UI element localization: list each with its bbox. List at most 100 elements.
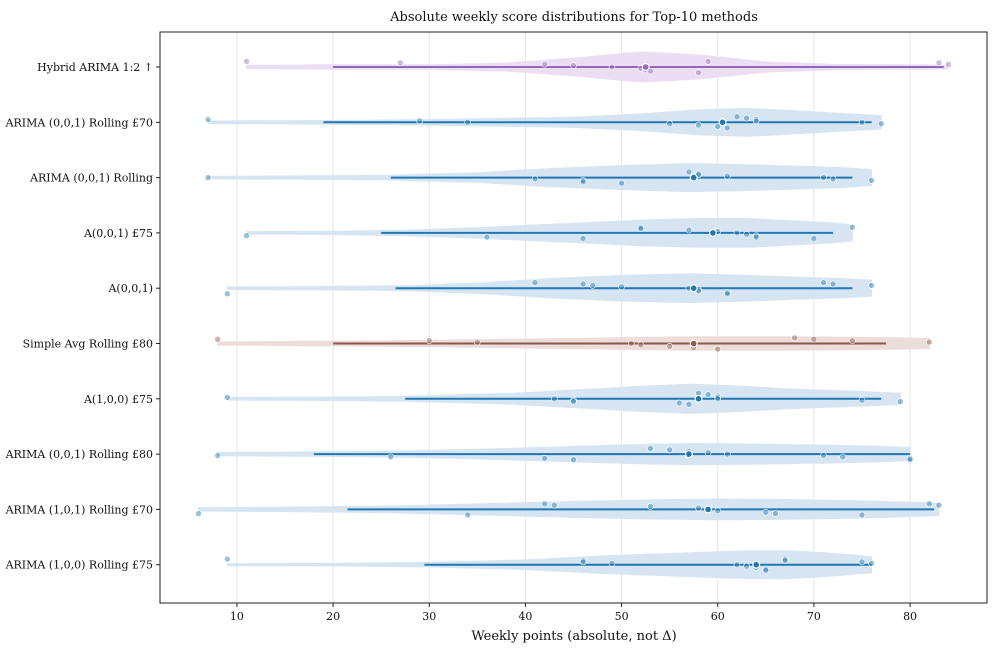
data-point <box>243 58 250 65</box>
violin-row <box>195 498 943 521</box>
data-point <box>820 452 827 459</box>
violin-row <box>214 443 914 466</box>
median-marker <box>704 505 713 514</box>
data-point <box>570 62 577 69</box>
data-point <box>695 121 702 129</box>
data-point <box>618 179 625 187</box>
data-point <box>724 172 731 180</box>
data-point <box>695 504 702 512</box>
data-point <box>531 279 539 286</box>
violin-row <box>224 550 875 580</box>
median-marker <box>708 228 717 237</box>
data-point <box>839 453 847 461</box>
x-tick-label: 50 <box>615 610 629 623</box>
data-point <box>675 399 683 407</box>
data-point <box>714 395 722 403</box>
data-point <box>926 338 933 346</box>
y-tick-label: ARIMA (1,0,0) Rolling £75 <box>5 559 153 572</box>
data-point <box>627 340 635 347</box>
data-point <box>858 119 866 126</box>
x-axis-ticks: 10 20 30 40 50 60 70 80 <box>230 603 917 623</box>
x-tick-label: 10 <box>230 610 244 623</box>
x-tick-label: 20 <box>326 610 340 623</box>
data-point <box>204 116 212 123</box>
data-point <box>704 391 712 398</box>
data-point <box>714 123 722 130</box>
data-point <box>877 120 885 127</box>
data-point <box>733 229 741 237</box>
data-point <box>550 395 558 403</box>
data-point <box>714 507 722 515</box>
data-point <box>829 175 837 183</box>
data-point <box>791 334 798 342</box>
data-point <box>752 233 760 241</box>
data-point <box>464 119 472 126</box>
median-marker <box>689 284 698 293</box>
data-point <box>926 500 933 508</box>
median-marker <box>689 173 698 182</box>
y-axis-tick-labels: Hybrid ARIMA 1:2 ↑ ARIMA (0,0,1) Rolling … <box>5 61 160 572</box>
data-point <box>666 120 673 127</box>
data-point <box>637 225 645 232</box>
data-point <box>858 511 866 519</box>
data-point <box>724 124 731 132</box>
data-point <box>579 235 587 242</box>
y-tick-label: ARIMA (0,0,1) Rolling £80 <box>5 448 153 461</box>
data-point <box>570 456 577 464</box>
data-point <box>647 445 654 452</box>
data-point <box>743 231 750 238</box>
violin-row <box>214 334 933 353</box>
y-tick-label: Simple Avg Rolling £80 <box>23 338 153 351</box>
median-marker <box>684 450 693 459</box>
violin-series <box>195 51 952 580</box>
data-point <box>849 224 856 231</box>
data-point <box>685 168 693 176</box>
violin-row <box>243 51 952 83</box>
data-point <box>762 508 770 516</box>
data-point <box>243 232 250 239</box>
y-tick-label: ARIMA (0,0,1) Rolling <box>29 172 153 185</box>
data-point <box>752 117 760 125</box>
y-tick-label: A(0,0,1) <box>107 282 153 295</box>
median-marker <box>689 339 698 348</box>
data-point <box>820 279 827 286</box>
data-point <box>570 398 577 405</box>
data-point <box>714 345 722 353</box>
data-point <box>387 453 395 461</box>
violin-row <box>224 273 875 304</box>
data-point <box>608 63 616 71</box>
data-point <box>647 67 654 75</box>
y-tick-label: A(1,0,0) £75 <box>83 393 153 406</box>
data-point <box>579 280 587 288</box>
data-point <box>666 342 673 350</box>
chart-title: Absolute weekly score distributions for … <box>389 10 758 25</box>
data-point <box>695 69 702 76</box>
data-point <box>541 454 548 462</box>
y-tick-label: ARIMA (1,0,1) Rolling £70 <box>5 503 153 516</box>
data-point <box>868 177 875 184</box>
data-point <box>743 114 750 122</box>
data-point <box>849 337 856 345</box>
data-point <box>224 394 231 401</box>
data-point <box>608 559 616 567</box>
median-marker <box>718 118 727 127</box>
data-point <box>214 452 221 459</box>
data-point <box>810 335 818 343</box>
data-point <box>204 174 212 181</box>
data-point <box>416 117 423 125</box>
data-point <box>531 175 539 183</box>
y-tick-label: A(0,0,1) £75 <box>83 227 153 240</box>
data-point <box>224 290 231 298</box>
data-point <box>637 341 645 349</box>
data-point <box>464 511 472 519</box>
data-point <box>425 337 433 345</box>
data-point <box>868 559 875 567</box>
violin-row <box>224 383 904 414</box>
data-point <box>579 178 587 186</box>
data-point <box>868 282 875 289</box>
data-point <box>810 235 818 242</box>
data-point <box>685 226 693 234</box>
data-point <box>935 501 943 509</box>
plot-frame <box>159 31 988 604</box>
data-point <box>704 449 712 457</box>
